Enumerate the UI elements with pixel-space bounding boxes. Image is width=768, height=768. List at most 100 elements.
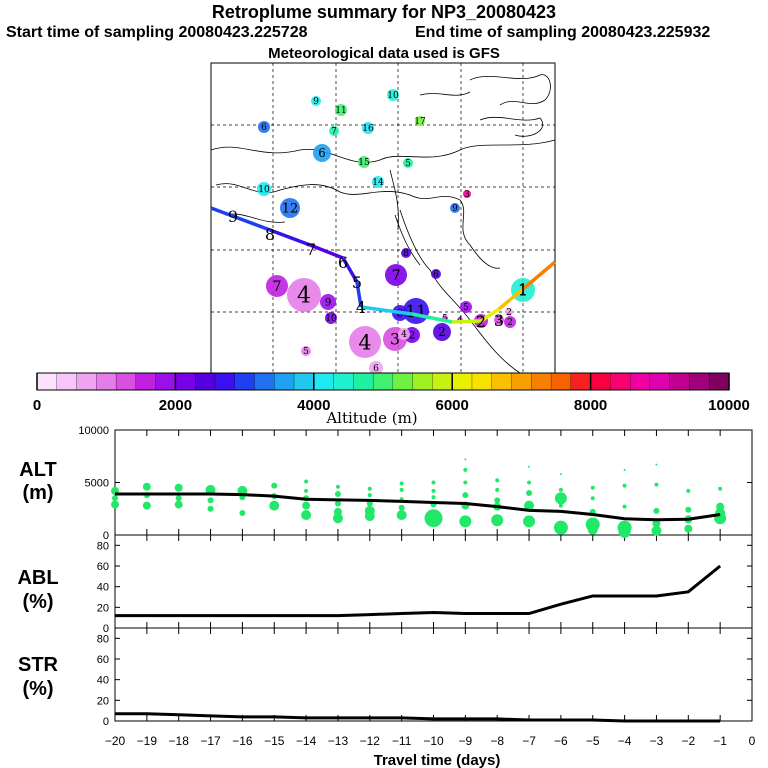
colorbar-cell bbox=[550, 372, 572, 391]
colorbar-cell bbox=[353, 372, 374, 391]
cluster-marker: 2 bbox=[433, 323, 451, 341]
colorbar-cell bbox=[649, 372, 671, 391]
alt-cluster-points bbox=[111, 458, 727, 538]
trajectory-day-label: 5 bbox=[352, 273, 362, 292]
alt-cluster-point bbox=[622, 483, 627, 488]
y-tick-label: 40 bbox=[97, 675, 109, 687]
alt-line bbox=[115, 492, 721, 522]
alt-cluster-point bbox=[399, 481, 404, 486]
cluster-marker: 9 bbox=[450, 203, 460, 214]
str-panel-frame bbox=[114, 627, 753, 722]
cluster-circle bbox=[398, 328, 410, 340]
x-tick-label: −11 bbox=[392, 734, 412, 748]
alt-cluster-point bbox=[269, 500, 280, 511]
cluster-label: 3 bbox=[464, 190, 470, 200]
abl-panel-unit: (%) bbox=[22, 591, 53, 613]
altitude-colorbar: 0 2000 4000 6000 8000 10000 Altitude (m) bbox=[33, 372, 750, 427]
trajectory-day-label: 2 bbox=[476, 312, 486, 331]
y-tick-label: 20 bbox=[97, 695, 109, 707]
alt-cluster-point bbox=[491, 514, 504, 527]
cluster-label: 5 bbox=[463, 303, 469, 313]
cluster-circle bbox=[433, 323, 451, 341]
x-tick-label: −5 bbox=[586, 734, 600, 748]
x-tick-label: −19 bbox=[137, 734, 158, 748]
cluster-circle bbox=[460, 301, 472, 313]
colorbar-cell bbox=[155, 372, 176, 391]
colorbar-cell bbox=[56, 372, 78, 391]
alt-cluster-point bbox=[463, 480, 468, 485]
cluster-label: 7 bbox=[391, 268, 400, 284]
trajectory-segment bbox=[309, 243, 344, 260]
y-tick-label: 0 bbox=[103, 623, 109, 635]
cluster-circle bbox=[403, 158, 413, 168]
map-coastlines bbox=[210, 74, 556, 374]
colorbar-cell bbox=[412, 372, 433, 391]
alt-cluster-point bbox=[396, 510, 407, 521]
cluster-label: 6 bbox=[373, 364, 379, 374]
alt-cluster-point bbox=[654, 482, 659, 487]
alt-panel-label: ALT bbox=[19, 459, 56, 481]
x-axis-label: Travel time (days) bbox=[374, 752, 501, 768]
colorbar-cell bbox=[195, 372, 216, 391]
alt-cluster-point bbox=[590, 496, 595, 501]
alt-cluster-point bbox=[718, 486, 723, 491]
y-tick-label: 80 bbox=[97, 540, 109, 552]
trajectory-day-label: 9 bbox=[228, 207, 238, 226]
trajectory-segment bbox=[521, 260, 557, 291]
alt-cluster-point bbox=[239, 509, 246, 516]
cluster-marker: 10 bbox=[257, 182, 271, 196]
cluster-circle bbox=[362, 122, 374, 134]
trajectory-segment bbox=[480, 307, 500, 323]
alt-cluster-point bbox=[655, 463, 658, 466]
x-tick-label: −3 bbox=[650, 734, 664, 748]
colorbar-cell bbox=[234, 372, 256, 391]
cluster-label: 5 bbox=[405, 159, 411, 169]
cluster-circle bbox=[325, 312, 337, 324]
trajectory-segment bbox=[269, 228, 311, 247]
cluster-circle bbox=[450, 203, 460, 213]
x-tick-label: −15 bbox=[264, 734, 285, 748]
alt-cluster-point bbox=[112, 495, 118, 502]
cluster-circle bbox=[387, 89, 399, 101]
cluster-label: 6 bbox=[318, 146, 325, 160]
cluster-markers: 9111067161761551431012987674910118546322… bbox=[257, 89, 535, 375]
colorbar-cell bbox=[689, 372, 710, 391]
colorbar-tick-label: 6000 bbox=[436, 397, 469, 414]
cluster-marker: 2 bbox=[505, 308, 513, 318]
alt-cluster-point bbox=[302, 501, 311, 510]
alt-cluster-point bbox=[524, 500, 535, 511]
cluster-label: 2 bbox=[507, 318, 513, 328]
alt-cluster-point bbox=[495, 487, 500, 492]
x-tick-label: −12 bbox=[360, 734, 381, 748]
cluster-label: 2 bbox=[506, 308, 512, 318]
trajectory-day-label: 3 bbox=[494, 311, 504, 330]
x-tick-label: −10 bbox=[423, 734, 444, 748]
alt-cluster-point bbox=[111, 500, 119, 509]
alt-cluster-point bbox=[431, 488, 436, 493]
alt-cluster-point bbox=[618, 525, 631, 538]
x-tick-label: −4 bbox=[618, 734, 632, 748]
alt-cluster-point bbox=[558, 487, 563, 492]
alt-cluster-point bbox=[334, 500, 341, 507]
cluster-marker: 6 bbox=[313, 144, 331, 162]
alt-cluster-point bbox=[528, 465, 531, 468]
colorbar-cell bbox=[629, 372, 651, 391]
colorbar-cell bbox=[254, 372, 275, 391]
alt-cluster-point bbox=[301, 510, 312, 521]
end-sampling-time: End time of sampling 20080423.225932 bbox=[415, 24, 711, 41]
alt-cluster-point bbox=[554, 492, 567, 505]
str-panel-label: STR bbox=[18, 654, 59, 676]
y-tick-label: 60 bbox=[97, 561, 109, 573]
colorbar-cell bbox=[709, 372, 730, 391]
cluster-label: 11 bbox=[335, 106, 346, 116]
alt-cluster-point bbox=[366, 500, 373, 507]
cluster-label: 6 bbox=[261, 123, 267, 133]
alt-cluster-point bbox=[651, 525, 662, 536]
alt-cluster-point bbox=[335, 484, 340, 489]
cluster-marker: 7 bbox=[385, 264, 407, 286]
colorbar-cell bbox=[175, 372, 196, 391]
alt-cluster-point bbox=[424, 509, 443, 528]
cluster-circle bbox=[258, 121, 270, 133]
cluster-marker: 6 bbox=[431, 269, 441, 280]
colorbar-title: Altitude (m) bbox=[325, 409, 417, 427]
